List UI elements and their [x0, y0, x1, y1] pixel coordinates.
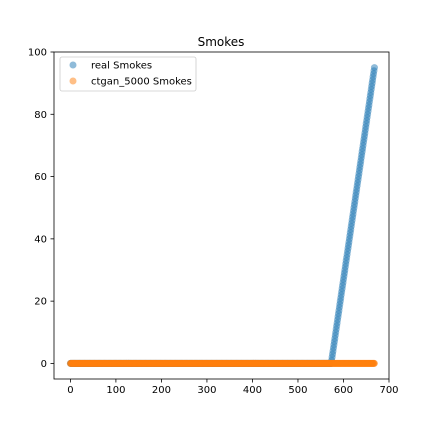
- x-tick-label: 300: [197, 385, 216, 396]
- x-tick-label: 100: [106, 385, 125, 396]
- y-axis: 0 20 40 60 80 100: [28, 48, 54, 370]
- y-tick-label: 100: [28, 48, 47, 59]
- chart-title: Smokes: [198, 35, 245, 49]
- series-ctgan: [66, 359, 378, 367]
- legend-box: [59, 56, 197, 92]
- x-tick-label: 700: [379, 385, 398, 396]
- legend-marker-ctgan: [69, 77, 77, 85]
- points-layer: [66, 64, 378, 367]
- x-tick-label: 0: [67, 385, 73, 396]
- plot-frame: [53, 51, 390, 380]
- x-tick-label: 500: [288, 385, 307, 396]
- series-real: [66, 64, 378, 367]
- y-tick-label: 40: [34, 234, 47, 245]
- x-axis: 0 100 200 300 400 500 600 700: [67, 379, 399, 396]
- data-point: [370, 64, 378, 72]
- legend-marker-real: [69, 61, 77, 69]
- y-tick-label: 20: [34, 297, 47, 308]
- y-tick-label: 80: [34, 110, 47, 121]
- data-point: [370, 359, 378, 367]
- x-tick-label: 400: [243, 385, 262, 396]
- legend-label-real: real Smokes: [91, 61, 152, 72]
- y-tick-label: 0: [41, 359, 47, 370]
- legend: real Smokes ctgan_5000 Smokes: [59, 56, 197, 92]
- x-tick-label: 200: [152, 385, 171, 396]
- x-tick-label: 600: [334, 385, 353, 396]
- y-tick-label: 60: [34, 172, 47, 183]
- legend-label-ctgan: ctgan_5000 Smokes: [91, 77, 192, 88]
